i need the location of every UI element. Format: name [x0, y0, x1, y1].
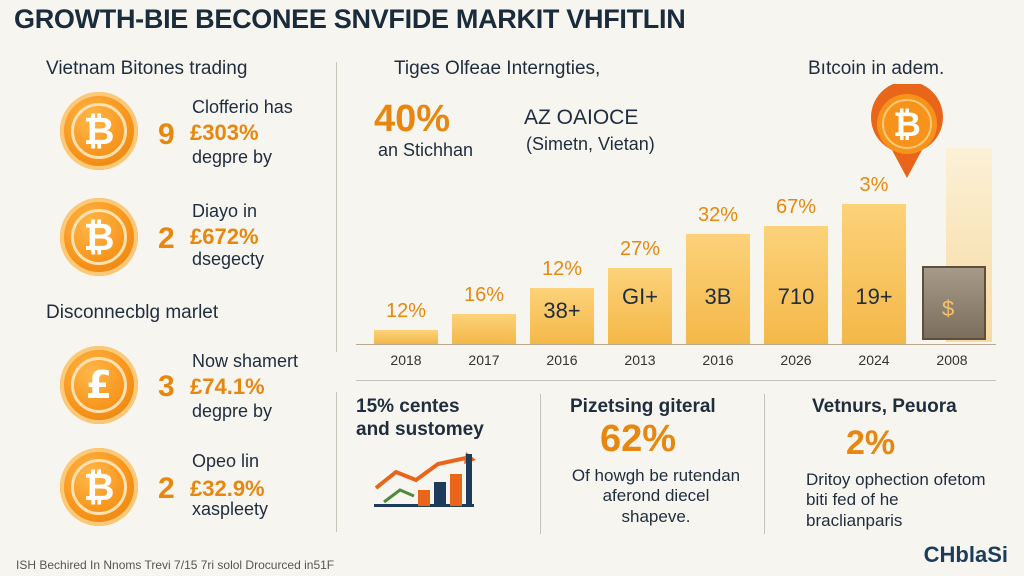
- bar-value-label: 67%: [775, 196, 817, 218]
- row-pct: £672%: [190, 224, 259, 249]
- x-tick-label: 2008: [936, 352, 968, 368]
- ticker-sub: (Simetn, Vietan): [526, 134, 655, 154]
- left-heading-1: Vietnam Bitones trading: [46, 58, 248, 79]
- bottom-3-body: Dritoy ophection ofetom biti fed of he b…: [806, 470, 986, 530]
- bar-value-label: 12%: [385, 300, 427, 322]
- coin-symbol: ₿: [71, 459, 127, 515]
- row-rank: 2: [158, 222, 175, 255]
- coin-symbol: ₿: [71, 103, 127, 159]
- row-line1: Clofferio has: [192, 97, 293, 117]
- chart-bar: [530, 288, 594, 344]
- pin-coin-symbol: ₿: [893, 105, 921, 145]
- row-line3: degpre by: [192, 401, 273, 421]
- x-tick-label: 2026: [780, 352, 812, 368]
- chart-bar: [764, 226, 828, 344]
- row-line1: Now shamert: [192, 351, 299, 371]
- bottom-2-body: Of howgh be rutendan aferond diecel shap…: [571, 466, 741, 526]
- bar-value-label: 32%: [697, 204, 739, 226]
- chart-bar: [374, 330, 438, 344]
- brand-logo: CHblaSi: [923, 542, 1008, 567]
- row-pct: £303%: [190, 120, 259, 145]
- chart-bar: [686, 234, 750, 344]
- row-pct: £74.1%: [190, 374, 265, 399]
- bottom-2-head: Pizetsing giteral: [570, 396, 716, 417]
- bitcoin-coin-icon: ₿: [60, 448, 138, 526]
- bar-inner-label: 3B: [704, 284, 732, 309]
- bottom-3-big: 2%: [846, 424, 896, 462]
- divider: [336, 392, 337, 532]
- x-tick-label: 2016: [702, 352, 734, 368]
- bar-value-label: 16%: [463, 284, 505, 306]
- footnote: ISH Bechired In Nnoms Trevi 7/15 7ri sol…: [16, 558, 335, 572]
- bar-inner-label: 710: [777, 284, 815, 309]
- divider: [540, 394, 541, 534]
- bitcoin-coin-icon: ₿: [60, 198, 138, 276]
- coin-symbol: £: [71, 357, 127, 413]
- bar-value-label: 12%: [541, 258, 583, 280]
- divider: [764, 394, 765, 534]
- bar-value-label: 3%: [859, 174, 889, 196]
- row-pct: £32.9%: [190, 476, 265, 501]
- row-line3: xaspleety: [192, 499, 269, 519]
- page-title: GROWTH-BIE BECONEE SNVFIDE MARKIT VHFITL…: [14, 4, 686, 34]
- row-rank: 3: [158, 370, 175, 403]
- bar-inner-label: 19+: [855, 284, 893, 309]
- bitcoin-coin-icon: ₿: [60, 92, 138, 170]
- bar-inner-label: GI+: [621, 284, 659, 309]
- x-tick-label: 2013: [624, 352, 656, 368]
- x-tick-label: 2018: [390, 352, 422, 368]
- coin-symbol: ₿: [71, 209, 127, 265]
- money-bag-box: [922, 266, 986, 340]
- row-line1: Opeo lin: [192, 451, 260, 471]
- ticker: AZ OAIOCE: [524, 106, 639, 129]
- chart-bar: [608, 268, 672, 344]
- dollar-icon: $: [942, 296, 955, 321]
- chart-bar: [452, 314, 516, 344]
- x-tick-label: 2016: [546, 352, 578, 368]
- divider: [356, 380, 996, 381]
- divider: [336, 62, 337, 352]
- row-rank: 9: [158, 118, 175, 151]
- row-line3: dsegecty: [192, 249, 265, 269]
- row-rank: 2: [158, 472, 175, 505]
- chart-baseline: [356, 344, 996, 345]
- middle-heading: Tiges Olfeae Interngties,: [394, 58, 601, 79]
- x-tick-label: 2017: [468, 352, 500, 368]
- bottom-1-head: 15% centes and sustomey: [356, 396, 484, 440]
- middle-big-pct: 40%: [374, 98, 451, 140]
- bitcoin-pin-icon: ₿: [871, 84, 943, 178]
- middle-caption: an Stichhan: [378, 140, 474, 160]
- bar-inner-label: 38+: [543, 298, 581, 323]
- bottom-2-big: 62%: [600, 418, 677, 460]
- left-heading-2: Disconnecblg marlet: [46, 302, 219, 323]
- bar-value-label: 27%: [619, 238, 661, 260]
- x-tick-label: 2024: [858, 352, 890, 368]
- right-heading: Bıtcoin in adem.: [808, 58, 945, 79]
- bottom-3-head: Vetnurs, Peuora: [812, 396, 957, 417]
- row-line1: Diayo in: [192, 201, 258, 221]
- row-line3: degpre by: [192, 147, 273, 167]
- pound-coin-icon: £: [60, 346, 138, 424]
- trend-chart-icon: [374, 452, 476, 507]
- chart-bar: [842, 204, 906, 344]
